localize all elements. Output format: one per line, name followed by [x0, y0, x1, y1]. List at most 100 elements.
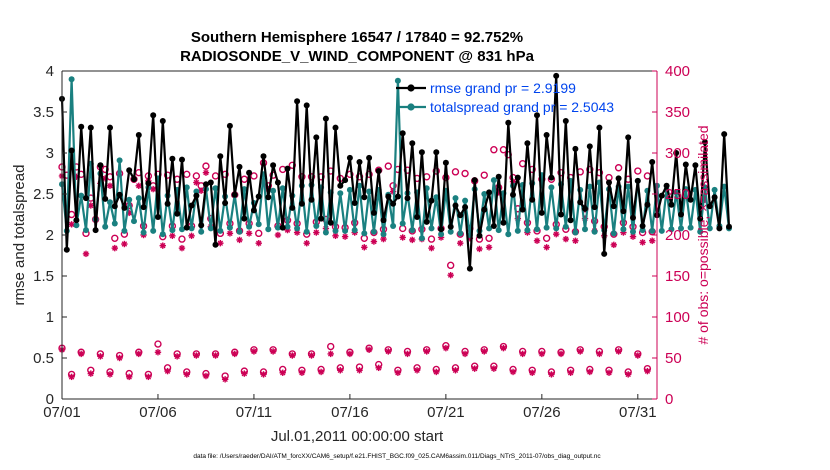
rmse-point [505, 119, 512, 126]
totalspread-point [394, 77, 401, 84]
obs-assimilated-marker [596, 350, 603, 358]
rmse-point [711, 194, 718, 201]
rmse-point [538, 209, 545, 216]
totalspread-point [418, 235, 425, 242]
rmse-point [615, 175, 622, 182]
rmse-point [188, 202, 195, 209]
totalspread-point [246, 223, 253, 230]
rmse-point [385, 193, 392, 200]
x-tick-label: 07/21 [427, 404, 465, 421]
rmse-point [265, 194, 272, 201]
obs-possible-marker [427, 235, 436, 243]
obs-assimilated-marker [548, 371, 555, 378]
obs-assimilated-marker [303, 240, 310, 247]
obs-possible-marker [480, 171, 488, 179]
obs-assimilated-marker [193, 179, 200, 186]
legend-spread-marker [407, 103, 415, 111]
x-axis-label: Jul.01,2011 00:00:00 start [271, 428, 444, 445]
rmse-point [140, 204, 147, 211]
totalspread-point [409, 227, 416, 234]
x-axis: 07/01 07/06 07/11 07/16 07/21 07/26 07/31 [43, 394, 657, 421]
y-tick-label: 0 [46, 391, 54, 408]
obs-assimilated-marker [279, 369, 286, 376]
obs-assimilated-marker [610, 241, 618, 249]
rmse-point [380, 217, 387, 224]
obs-assimilated-marker [87, 370, 94, 377]
obs-assimilated-marker [173, 353, 181, 360]
obs-assimilated-marker [313, 229, 320, 236]
obs-assimilated-marker [577, 348, 584, 355]
rmse-point [179, 156, 185, 163]
obs-assimilated-marker [567, 369, 574, 376]
totalspread-point [121, 227, 128, 234]
totalspread-point [543, 224, 550, 231]
totalspread-point [332, 227, 339, 234]
rmse-point [601, 250, 608, 257]
rmse-point [510, 191, 516, 198]
obs-assimilated-marker [634, 352, 642, 359]
rmse-point [606, 179, 612, 186]
rmse-point [481, 206, 488, 213]
rmse-point [476, 232, 483, 239]
obs-assimilated-marker [116, 354, 123, 362]
totalspread-point [678, 225, 684, 232]
totalspread-point [150, 227, 157, 234]
obs-assimilated-marker [159, 242, 166, 249]
rmse-point [577, 199, 584, 206]
x-tick-label: 07/11 [236, 404, 272, 421]
rmse-point [169, 155, 176, 162]
totalspread-point [68, 76, 75, 83]
obs-assimilated-marker [639, 239, 646, 246]
obs-assimilated-marker [433, 368, 440, 376]
totalspread-point [159, 231, 166, 238]
rmse-point [447, 223, 454, 230]
rmse-point [586, 143, 593, 150]
obs-assimilated-marker [183, 371, 190, 378]
totalspread-point [625, 183, 632, 190]
obs-assimilated-marker [490, 365, 498, 372]
rmse-point [394, 193, 401, 200]
obs-assimilated-marker [121, 240, 128, 248]
rmse-point [543, 132, 550, 138]
rmse-point [649, 159, 656, 165]
rmse-point [102, 195, 109, 202]
obs-possible-marker [192, 172, 201, 180]
rmse-point [514, 174, 521, 181]
totalspread-point [399, 220, 406, 227]
obs-assimilated-marker [394, 369, 402, 376]
totalspread-point [649, 227, 656, 234]
chart-title-line1: Southern Hemisphere 16547 / 17840 = 92.7… [191, 29, 523, 46]
rmse-point [702, 139, 708, 146]
rmse-point [673, 150, 680, 156]
obs-assimilated-marker [533, 237, 541, 244]
rmse-point [486, 189, 493, 196]
rmse-point [212, 241, 219, 248]
rmse-point [500, 219, 507, 226]
obs-assimilated-marker [370, 238, 378, 245]
obs-assimilated-marker [365, 346, 373, 353]
obs-assimilated-marker [562, 235, 570, 243]
rmse-point [553, 72, 560, 79]
totalspread-point [711, 186, 718, 193]
obs-assimilated-marker [255, 240, 262, 247]
totalspread-point [495, 227, 502, 234]
obs-possible-marker [178, 235, 186, 243]
rmse-point [164, 200, 171, 207]
rmse-point [318, 215, 325, 222]
rmse-point [716, 225, 723, 232]
obs-possible-marker [614, 164, 623, 172]
obs-assimilated-marker [442, 344, 450, 352]
totalspread-point [361, 230, 368, 237]
rmse-point [682, 161, 689, 168]
rmse-point [418, 149, 425, 156]
obs-assimilated-marker [476, 245, 483, 253]
obs-possible-marker [485, 234, 493, 242]
rmse-point [303, 102, 310, 109]
totalspread-point [553, 225, 560, 232]
obs-assimilated-marker [106, 371, 114, 378]
rmse-point [92, 227, 99, 234]
obs-assimilated-marker [289, 352, 296, 359]
rmse-point [644, 201, 651, 208]
rmse-point [375, 168, 382, 174]
y-tick-label: 1 [46, 309, 54, 326]
